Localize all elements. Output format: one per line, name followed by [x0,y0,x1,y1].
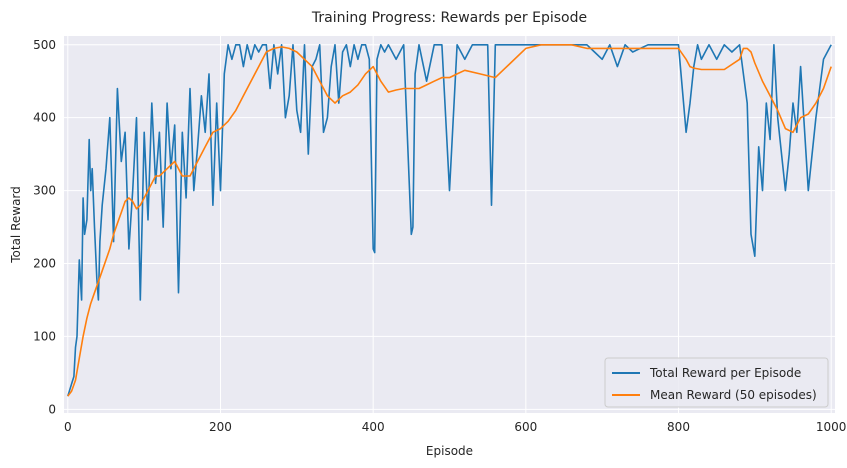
y-tick-label: 500 [33,38,56,52]
y-tick-label: 400 [33,111,56,125]
series-line-mean-reward [67,43,832,397]
y-tick-label: 100 [33,329,56,343]
x-tick-label: 400 [362,420,385,434]
x-axis-label: Episode [426,444,473,458]
y-tick-label: 0 [48,402,56,416]
x-tick-label: 800 [667,420,690,434]
y-tick-label: 200 [33,257,56,271]
series-layer [67,43,832,397]
legend: Total Reward per Episode Mean Reward (50… [604,357,829,408]
legend-label-total-reward: Total Reward per Episode [649,366,801,380]
y-axis-label: Total Reward [9,186,23,264]
x-tick-label: 200 [209,420,232,434]
plot-area-background [64,36,835,413]
x-tick-label: 600 [514,420,537,434]
chart-title: Training Progress: Rewards per Episode [311,10,587,26]
x-tick-label: 0 [64,420,72,434]
series-line-total-reward [67,43,832,397]
y-tick-label: 300 [33,184,56,198]
legend-label-mean-reward: Mean Reward (50 episodes) [650,388,817,402]
y-tick-labels: 0 100 200 300 400 500 [33,38,56,417]
x-tick-labels: 0 200 400 600 800 1000 [64,420,846,434]
legend-box [604,357,829,408]
x-tick-label: 1000 [816,420,847,434]
